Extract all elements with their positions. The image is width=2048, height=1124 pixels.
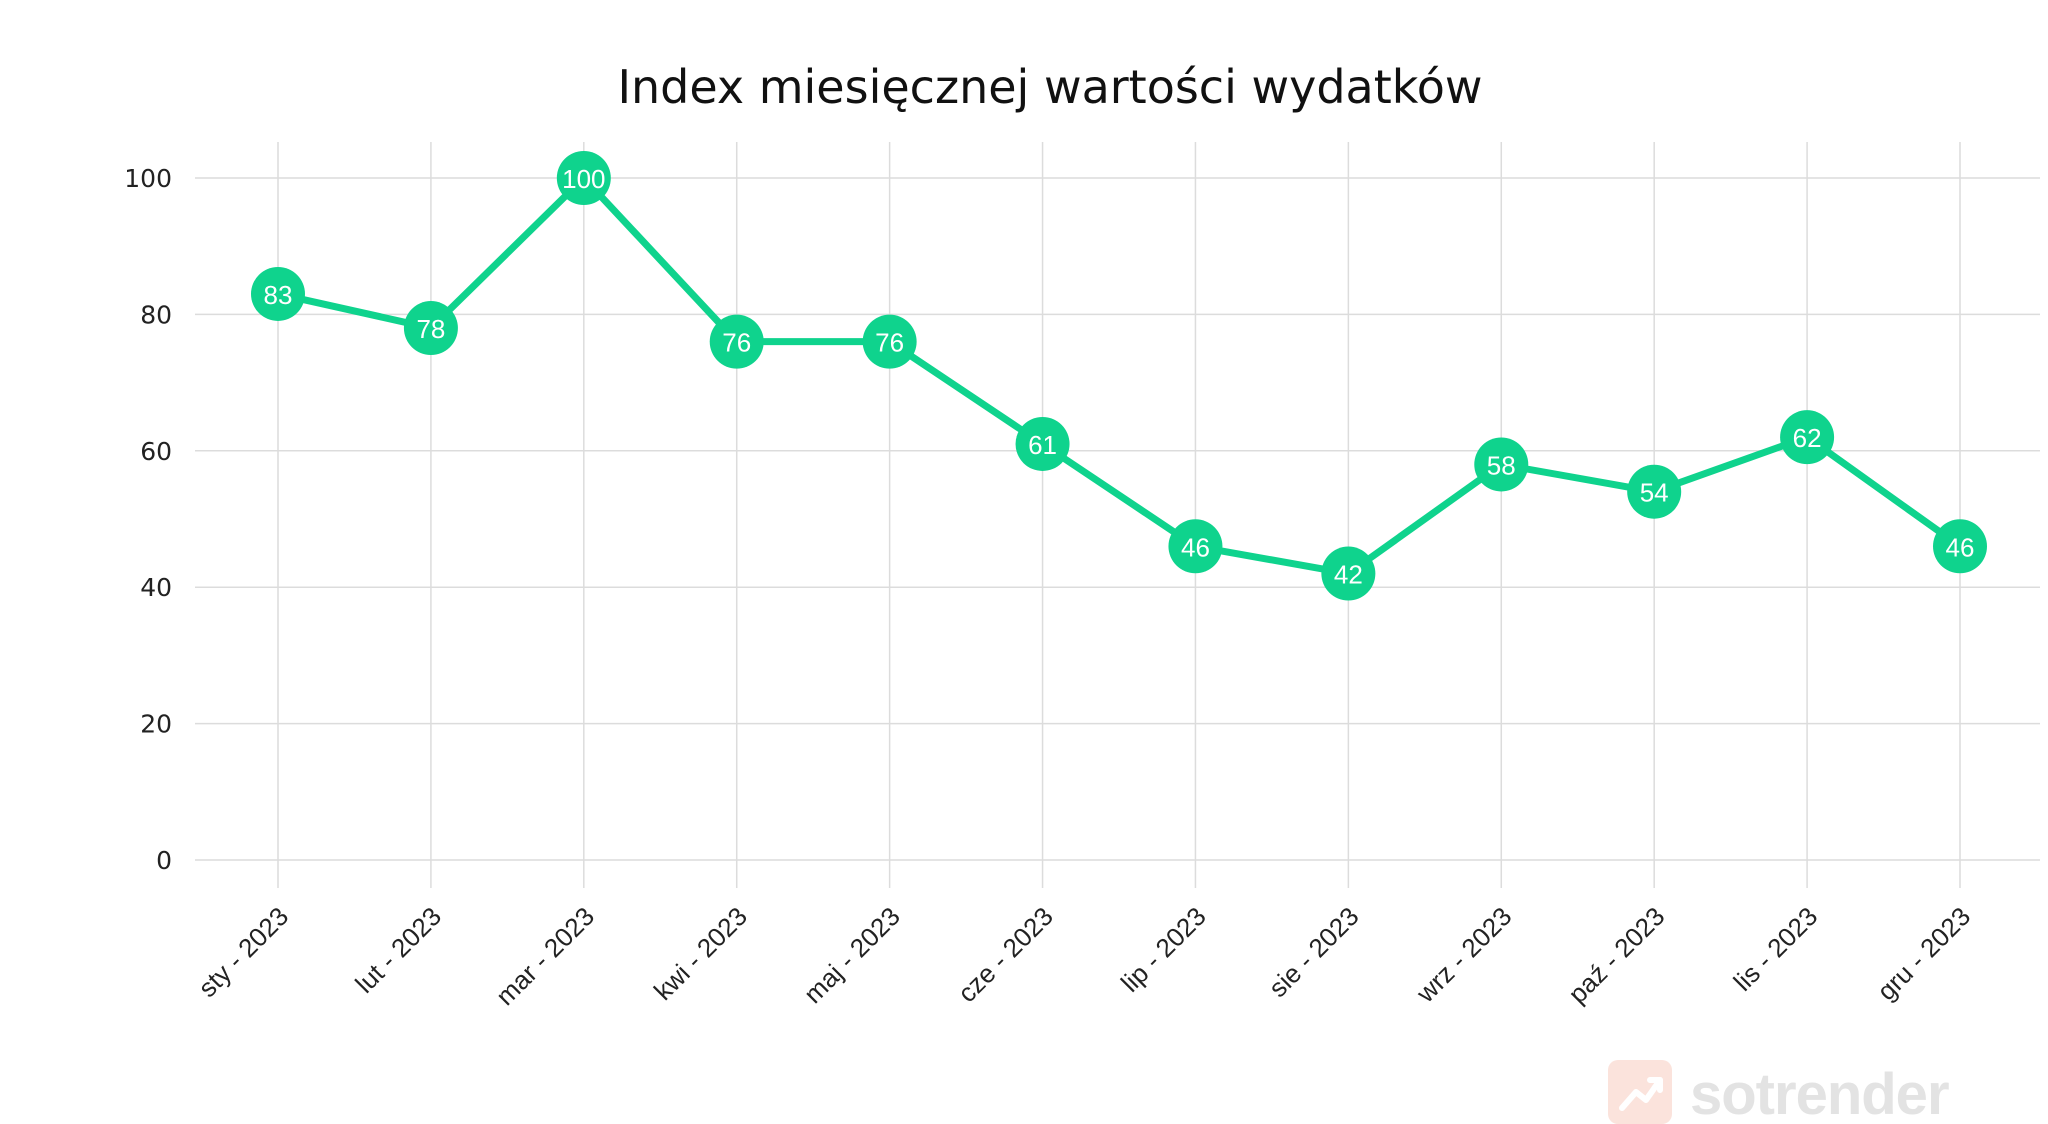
data-label: 62 xyxy=(1793,423,1822,453)
y-axis: 0 20 40 60 80 100 xyxy=(124,164,172,875)
y-tick-label: 20 xyxy=(140,710,172,739)
series: 83 78 100 76 76 61 46 42 58 54 62 46 xyxy=(251,151,1987,601)
x-tick-label: gru - 2023 xyxy=(1871,901,1976,1006)
x-tick-label: sie - 2023 xyxy=(1263,901,1365,1003)
data-point xyxy=(556,151,611,205)
trend-arrow-head xyxy=(1647,1077,1663,1093)
trend-arrow-line xyxy=(1619,1077,1663,1111)
data-point xyxy=(1627,464,1682,519)
chart-title: Index miesięcznej wartości wydatków xyxy=(617,60,1482,114)
x-tick-label: lip - 2023 xyxy=(1115,901,1212,998)
x-tick-label: cze - 2023 xyxy=(952,901,1059,1008)
y-tick-label: 40 xyxy=(140,573,172,602)
data-label: 100 xyxy=(562,164,605,194)
data-point xyxy=(862,314,917,369)
data-label: 58 xyxy=(1487,450,1516,480)
y-tick-label: 0 xyxy=(156,846,172,875)
data-label: 54 xyxy=(1640,478,1669,508)
data-label: 42 xyxy=(1334,560,1363,590)
x-tick-label: maj - 2023 xyxy=(798,901,906,1009)
data-label: 78 xyxy=(416,314,445,344)
data-label: 83 xyxy=(264,280,293,310)
x-tick-label: mar - 2023 xyxy=(490,901,600,1011)
x-tick-label: lis - 2023 xyxy=(1728,901,1824,997)
y-tick-label: 100 xyxy=(124,164,172,193)
data-point xyxy=(1780,410,1835,465)
data-label: 61 xyxy=(1028,430,1057,460)
series-line xyxy=(274,174,1964,578)
data-label: 46 xyxy=(1181,532,1210,562)
x-tick-label: lut - 2023 xyxy=(349,901,447,999)
data-label: 76 xyxy=(722,328,751,358)
y-tick-label: 60 xyxy=(140,437,172,466)
data-label: 76 xyxy=(875,328,904,358)
x-tick-label: kwi - 2023 xyxy=(648,901,753,1006)
watermark-logo: sotrender xyxy=(1608,1060,1950,1124)
x-tick-label: wrz - 2023 xyxy=(1410,901,1518,1009)
grid xyxy=(195,142,2040,888)
x-tick-label: sty - 2023 xyxy=(192,901,294,1003)
y-tick-label: 80 xyxy=(140,300,172,329)
watermark-brand-text: sotrender xyxy=(1690,1062,1949,1124)
data-point xyxy=(1474,437,1529,492)
data-point xyxy=(403,301,458,356)
data-point xyxy=(1933,519,1987,574)
data-point xyxy=(1321,546,1376,601)
data-point xyxy=(1015,416,1070,471)
x-axis: sty - 2023 lut - 2023 mar - 2023 kwi - 2023… xyxy=(192,901,1976,1011)
data-point xyxy=(709,314,764,369)
data-point xyxy=(1168,519,1223,574)
x-tick-label: paź - 2023 xyxy=(1562,901,1670,1009)
data-point xyxy=(251,266,305,321)
data-label: 46 xyxy=(1946,532,1975,562)
